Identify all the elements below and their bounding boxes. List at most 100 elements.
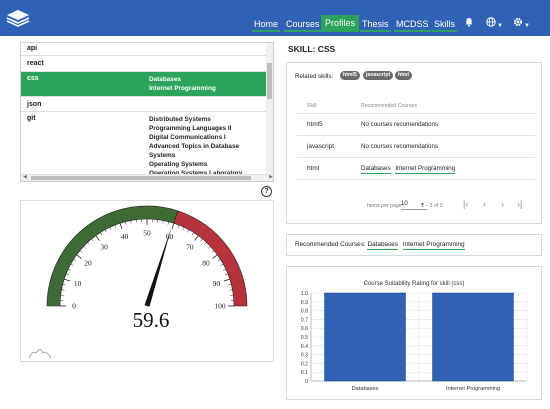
nav-courses[interactable]: Courses (284, 18, 322, 32)
skill-chip[interactable]: html5 (340, 71, 360, 80)
chart-y-tick-label: 0.3 (301, 353, 308, 359)
chart-y-tick-label: 0.1 (301, 370, 308, 376)
table-cell-skill: html5 (307, 121, 323, 128)
chart-x-tick-labels: Databases Internet Programming (352, 386, 500, 392)
chart-bars (324, 292, 514, 382)
gauge-tick (228, 284, 232, 286)
gauge-ticks (60, 219, 234, 307)
course-link[interactable]: Internet Programming (402, 241, 465, 250)
nav-thesis[interactable]: Thesis (360, 18, 391, 32)
skill-name: json (27, 101, 42, 108)
gauge-tick-label: 100 (214, 302, 226, 311)
chart-y-tick-label: 0.2 (301, 361, 308, 367)
related-skills-card: Related skills: html5 javascript html Sk… (286, 62, 542, 224)
gauge-tick (104, 229, 107, 233)
gauge-tick-label: 20 (84, 259, 92, 268)
stacked-layers-icon[interactable] (6, 9, 30, 27)
bell-icon[interactable] (464, 17, 474, 30)
gauge-tick (64, 278, 71, 282)
nav-home[interactable]: Home (252, 18, 281, 32)
scroll-right-icon[interactable]: ▶ (269, 174, 273, 180)
gauge-tick (171, 223, 175, 230)
table-cell-courses: No courses recomendations (361, 143, 439, 150)
column-header: Skill (307, 103, 317, 109)
gauge-tick-label: 50 (143, 229, 151, 238)
scrollbar-thumb[interactable] (267, 63, 272, 99)
page-title: SKILL: CSS (288, 44, 336, 54)
gauge-tick (62, 284, 66, 286)
vertical-scrollbar[interactable] (266, 43, 273, 175)
help-icon[interactable]: ? (261, 186, 272, 197)
list-item[interactable]: json (21, 97, 267, 112)
list-item[interactable]: git Distributed Systems Programming Lang… (21, 112, 267, 180)
chart-y-tick-label: 0.9 (301, 300, 308, 306)
gauge-tick-label: 80 (202, 259, 210, 268)
chart-y-tick-label: 0.7 (301, 317, 308, 323)
gauge-tick (177, 225, 180, 228)
gauge-tick (125, 221, 127, 225)
globe-icon[interactable]: ▼ (486, 17, 503, 30)
skill-chip[interactable]: html (395, 71, 412, 80)
skill-chip[interactable]: javascript (363, 71, 394, 80)
table-row: javascript No courses recomendations (297, 136, 535, 158)
prev-page-icon[interactable]: ‹ (483, 199, 486, 209)
table-cell-courses: Databases Internet Programming (361, 165, 458, 174)
gauge-tick-label: 60 (166, 232, 174, 241)
course-link[interactable]: Databases (361, 165, 391, 174)
gauge-tick (220, 263, 224, 266)
chart-title: Course Suitability Rating for skill (css… (364, 281, 465, 287)
last-page-icon[interactable]: ›| (517, 199, 523, 209)
horizontal-scrollbar[interactable]: ◀ ▶ (21, 174, 273, 181)
nav-profiles[interactable]: Profiles (321, 15, 360, 32)
gauge-tick-labels: 0 10 20 30 40 50 60 70 80 90 100 (72, 229, 226, 311)
table-row: html5 No courses recomendations (297, 114, 535, 136)
recommended-courses-row: Recommended Courses: Databases Internet … (295, 241, 468, 250)
gauge-tick-label: 10 (74, 279, 82, 288)
scroll-left-icon[interactable]: ◀ (23, 174, 27, 180)
list-item-selected[interactable]: css Databases Internet Programming (21, 72, 267, 97)
gauge-tick (130, 220, 132, 224)
course-link[interactable]: Internet Programming (395, 165, 456, 174)
table-cell-skill: javascript (307, 143, 334, 150)
gauge-tick (217, 259, 221, 262)
course-link[interactable]: Databases (367, 241, 399, 250)
skill-name: git (27, 115, 36, 122)
scrollbar-thumb[interactable] (31, 176, 251, 180)
gauge-tick-label: 30 (100, 242, 108, 251)
suitability-chart-card: Course Suitability Rating for skill (css… (286, 266, 542, 400)
divider (297, 113, 535, 114)
list-item[interactable]: react (21, 56, 267, 72)
gauge-tick-label: 40 (121, 232, 129, 241)
first-page-icon[interactable]: |‹ (463, 199, 469, 209)
gauge-value-text: 59.6 (133, 308, 170, 332)
chart-y-tick-label: 0.8 (301, 309, 308, 315)
course-name: Systems (149, 152, 176, 159)
column-header: Recommended Courses (361, 103, 417, 109)
gauge-tick (223, 278, 230, 282)
gauge-tick (212, 254, 218, 259)
chart-bar (324, 292, 406, 382)
list-item[interactable]: api (21, 43, 267, 56)
nav-mcdss[interactable]: MCDSS (394, 18, 431, 32)
skill-name: react (27, 60, 44, 67)
next-page-icon[interactable]: › (501, 199, 504, 209)
gauge-tick (194, 235, 199, 241)
items-per-page-select[interactable]: 10 ▼ (401, 199, 427, 210)
related-skills-label: Related skills: (295, 73, 334, 80)
nav-skills[interactable]: Skills (432, 18, 458, 32)
gauge-tick (79, 250, 83, 253)
gauge-tick-label: 0 (72, 302, 76, 311)
gauge-tick (100, 232, 103, 236)
gauge-tick (208, 246, 211, 249)
course-name: Digital Communications I (149, 134, 226, 141)
gauge-tick (211, 250, 215, 253)
chart-bar (432, 292, 514, 382)
chart-y-tick-label: 0 (305, 379, 308, 385)
settings-icon[interactable]: ▼ (513, 17, 530, 30)
gauge-tick-label: 70 (186, 242, 194, 251)
table-cell-courses: No courses recomendations (361, 121, 439, 128)
gauge-tick (68, 268, 72, 271)
gauge-tick (95, 235, 100, 241)
gauge-tick (191, 232, 194, 236)
gauge-tick (200, 238, 203, 242)
